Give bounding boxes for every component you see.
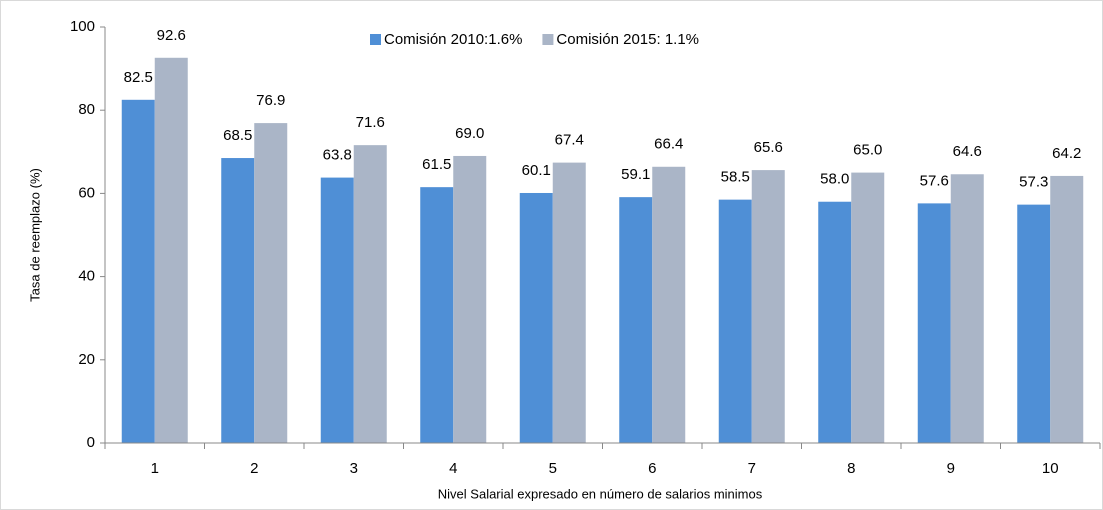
x-tick-label: 3 xyxy=(350,460,358,477)
legend-swatch xyxy=(370,34,381,45)
value-label: 76.9 xyxy=(256,92,285,109)
value-label: 65.0 xyxy=(853,142,882,159)
legend-label: Comisión 2010:1.6% xyxy=(384,31,522,48)
bar xyxy=(1050,175,1084,444)
x-tick-label: 4 xyxy=(449,460,457,477)
x-tick-label: 1 xyxy=(151,460,159,477)
bar xyxy=(353,145,387,444)
bar xyxy=(121,99,155,444)
y-tick-label: 40 xyxy=(78,268,95,285)
bar xyxy=(221,158,255,444)
bar xyxy=(453,155,487,443)
x-tick-label: 10 xyxy=(1042,460,1059,477)
y-tick-label: 100 xyxy=(70,18,95,35)
bar xyxy=(818,201,852,443)
value-label: 67.4 xyxy=(555,132,584,149)
bar xyxy=(917,203,951,443)
x-tick-label: 6 xyxy=(648,460,656,477)
value-label: 64.2 xyxy=(1052,145,1081,162)
x-tick-label: 8 xyxy=(847,460,855,477)
value-label: 65.6 xyxy=(754,139,783,156)
value-label: 59.1 xyxy=(621,166,650,183)
bar xyxy=(552,162,586,443)
x-tick-label: 9 xyxy=(947,460,955,477)
value-label: 68.5 xyxy=(223,127,252,144)
bar xyxy=(751,170,785,443)
value-label: 58.0 xyxy=(820,171,849,188)
bar xyxy=(154,57,188,444)
x-tick-label: 7 xyxy=(748,460,756,477)
bar xyxy=(1017,204,1051,443)
bar xyxy=(254,123,288,443)
value-label: 58.5 xyxy=(721,169,750,186)
value-label: 66.4 xyxy=(654,136,683,153)
value-label: 60.1 xyxy=(522,162,551,179)
value-label: 57.6 xyxy=(920,172,949,189)
bar xyxy=(320,177,354,444)
y-tick-label: 20 xyxy=(78,351,95,368)
bar xyxy=(619,197,653,443)
legend-label: Comisión 2015: 1.1% xyxy=(556,31,699,48)
value-label: 57.3 xyxy=(1019,174,1048,191)
bar xyxy=(420,187,454,443)
value-label: 92.6 xyxy=(157,27,186,44)
value-label: 64.6 xyxy=(953,143,982,160)
value-label: 82.5 xyxy=(124,69,153,86)
x-tick-label: 5 xyxy=(549,460,557,477)
x-tick-label: 2 xyxy=(250,460,258,477)
y-tick-label: 80 xyxy=(78,101,95,118)
bar xyxy=(519,192,553,443)
bar xyxy=(851,172,885,443)
x-axis-title: Nivel Salarial expresado en número de sa… xyxy=(438,486,763,501)
value-label: 63.8 xyxy=(323,147,352,164)
value-label: 69.0 xyxy=(455,125,484,142)
y-tick-label: 60 xyxy=(78,184,95,201)
legend-swatch xyxy=(542,34,554,45)
value-label: 61.5 xyxy=(422,156,451,173)
y-tick-label: 0 xyxy=(87,434,95,451)
bar xyxy=(950,174,984,443)
y-axis-title: Tasa de reemplazo (%) xyxy=(27,168,42,302)
bar xyxy=(652,166,686,443)
value-label: 71.6 xyxy=(356,114,385,131)
bar xyxy=(718,199,752,443)
